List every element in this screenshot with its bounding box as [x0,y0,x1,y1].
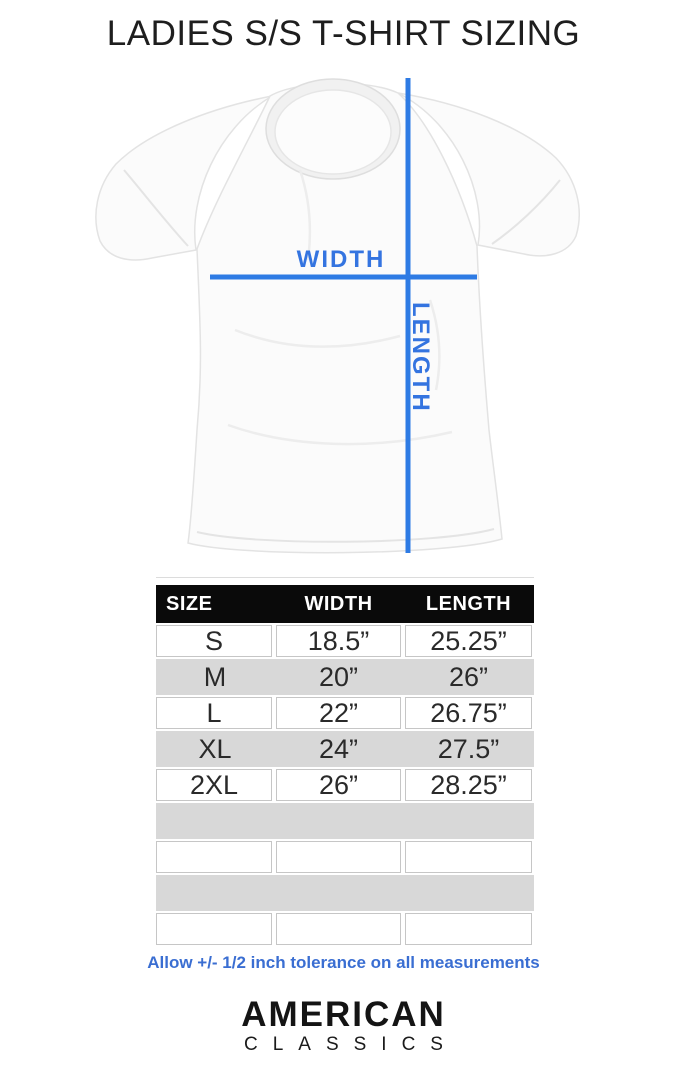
table-cell: 18.5” [276,625,401,657]
table-cell: S [156,625,272,657]
table-row: XL 24” 27.5” [156,731,534,767]
tshirt-graphic [95,78,580,554]
width-label: WIDTH [297,246,386,273]
tshirt-diagram: WIDTH LENGTH [95,78,580,554]
table-cell [405,841,532,873]
table-cell: 26” [448,661,489,692]
table-row [156,839,534,875]
tshirt-collar-inner [274,89,392,175]
size-table-header: SIZE WIDTH LENGTH [156,585,534,623]
table-cell: M [203,661,227,692]
table-cell [276,841,401,873]
table-row: M 20” 26” [156,659,534,695]
table-top-border [156,577,534,578]
tshirt-wrinkles [227,169,453,446]
table-cell: 2XL [156,769,272,801]
table-cell [274,875,403,911]
size-table: SIZE WIDTH LENGTH S 18.5” 25.25” M 20” 26” L 22… [156,585,534,947]
table-cell [276,913,401,945]
tshirt-seams [123,169,561,543]
table-row [156,875,534,911]
table-cell [405,913,532,945]
table-row: S 18.5” 25.25” [156,623,534,659]
header-length: LENGTH [425,592,512,615]
size-table-body: S 18.5” 25.25” M 20” 26” L 22” 26.75” XL 24” 27.5” 2… [156,623,534,947]
table-cell: 25.25” [405,625,532,657]
table-cell [156,913,272,945]
table-cell: 20” [318,661,359,692]
tshirt-sleeve-right [397,92,580,257]
table-cell [403,875,534,911]
page-title: LADIES S/S T-SHIRT SIZING [106,14,581,53]
header-width: WIDTH [304,592,373,615]
table-cell: 27.5” [437,733,500,764]
table-row: 2XL 26” 28.25” [156,767,534,803]
brand-logo: AMERICAN CLASSICS [0,997,687,1054]
table-cell: 28.25” [405,769,532,801]
table-row [156,803,534,839]
brand-classics: CLASSICS [244,1034,458,1055]
tshirt-sleeve-left [95,95,273,261]
table-cell: 26.75” [405,697,532,729]
table-cell: XL [198,733,232,764]
table-cell: 24” [318,733,359,764]
table-row [156,911,534,947]
table-cell [156,803,274,839]
table-row: L 22” 26.75” [156,695,534,731]
table-cell [156,841,272,873]
tolerance-note: Allow +/- 1/2 inch tolerance on all meas… [147,953,540,972]
length-label: LENGTH [407,302,434,413]
header-size: SIZE [166,592,213,615]
table-cell [274,803,403,839]
table-cell: L [156,697,272,729]
table-cell: 22” [276,697,401,729]
table-cell: 26” [276,769,401,801]
table-cell [156,875,274,911]
table-cell [403,803,534,839]
brand-american: AMERICAN [241,995,446,1034]
